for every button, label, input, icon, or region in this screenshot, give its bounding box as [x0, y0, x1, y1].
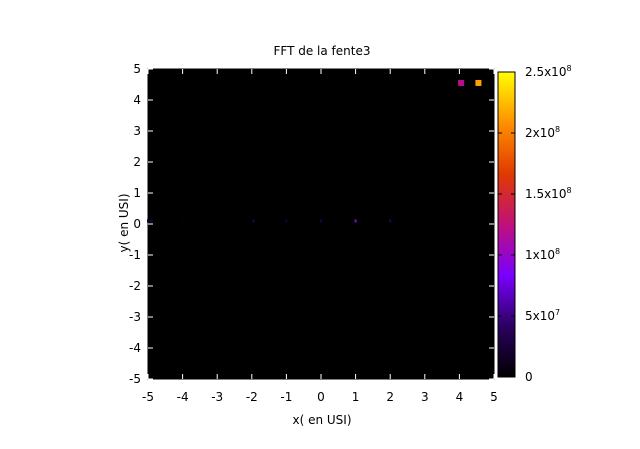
- y-tick-label: -4: [129, 341, 141, 355]
- colorbar-tick-label: 1x108: [525, 247, 560, 262]
- colorbar-tick-label: 0: [525, 370, 533, 384]
- y-tick-label: -1: [129, 248, 141, 262]
- data-point-5: [320, 219, 322, 223]
- x-tick-label: 1: [352, 390, 360, 404]
- colorbar-tick-label: 5x107: [525, 308, 560, 323]
- y-tick-label: 2: [133, 155, 141, 169]
- data-points: [147, 79, 482, 223]
- x-tick-label: -2: [246, 390, 258, 404]
- y-tick-label: -5: [129, 372, 141, 386]
- data-point-2: [181, 219, 184, 223]
- x-tick-label: 2: [386, 390, 394, 404]
- data-point-1: [150, 219, 153, 223]
- y-tick-label: 3: [133, 124, 141, 138]
- x-tick-label: 3: [421, 390, 429, 404]
- x-axis-label: x( en USI): [292, 413, 351, 427]
- y-tick-label: 1: [133, 186, 141, 200]
- x-tick-label: -3: [211, 390, 223, 404]
- x-tick-label: -5: [142, 390, 154, 404]
- x-axis-ticks: -5 -4 -3 -2 -1 0 1 2 3 4 5: [142, 69, 498, 404]
- y-tick-label: -2: [129, 279, 141, 293]
- y-axis-label: y( en USI): [117, 193, 131, 252]
- data-point-4: [285, 219, 288, 223]
- data-point-9: [475, 79, 482, 86]
- colorbar: [497, 71, 516, 378]
- x-tick-label: -1: [280, 390, 292, 404]
- y-tick-label: 4: [133, 93, 141, 107]
- x-tick-label: 5: [490, 390, 498, 404]
- chart-title: FFT de la fente3: [274, 44, 371, 58]
- x-tick-label: 4: [456, 390, 464, 404]
- data-point-7: [389, 219, 392, 223]
- data-point-8: [458, 79, 465, 86]
- data-point-3: [252, 219, 255, 223]
- colorbar-tick-label: 1.5x108: [525, 186, 572, 201]
- y-tick-label: 0: [133, 217, 141, 231]
- data-point-6: [354, 219, 357, 223]
- colorbar-tick-label: 2x108: [525, 125, 560, 140]
- y-tick-label: 5: [133, 62, 141, 76]
- data-point-0: [147, 219, 149, 223]
- y-tick-label: -3: [129, 310, 141, 324]
- colorbar-ticks: 0 5x107 1x108 1.5x108 2x108 2.5x108: [498, 64, 572, 384]
- colorbar-tick-label: 2.5x108: [525, 64, 572, 79]
- plot-area: [147, 68, 495, 380]
- y-axis-ticks: 5 4 3 2 1 0 -1 -2 -3 -4 -5: [129, 62, 494, 386]
- x-tick-label: -4: [177, 390, 189, 404]
- x-tick-label: 0: [317, 390, 325, 404]
